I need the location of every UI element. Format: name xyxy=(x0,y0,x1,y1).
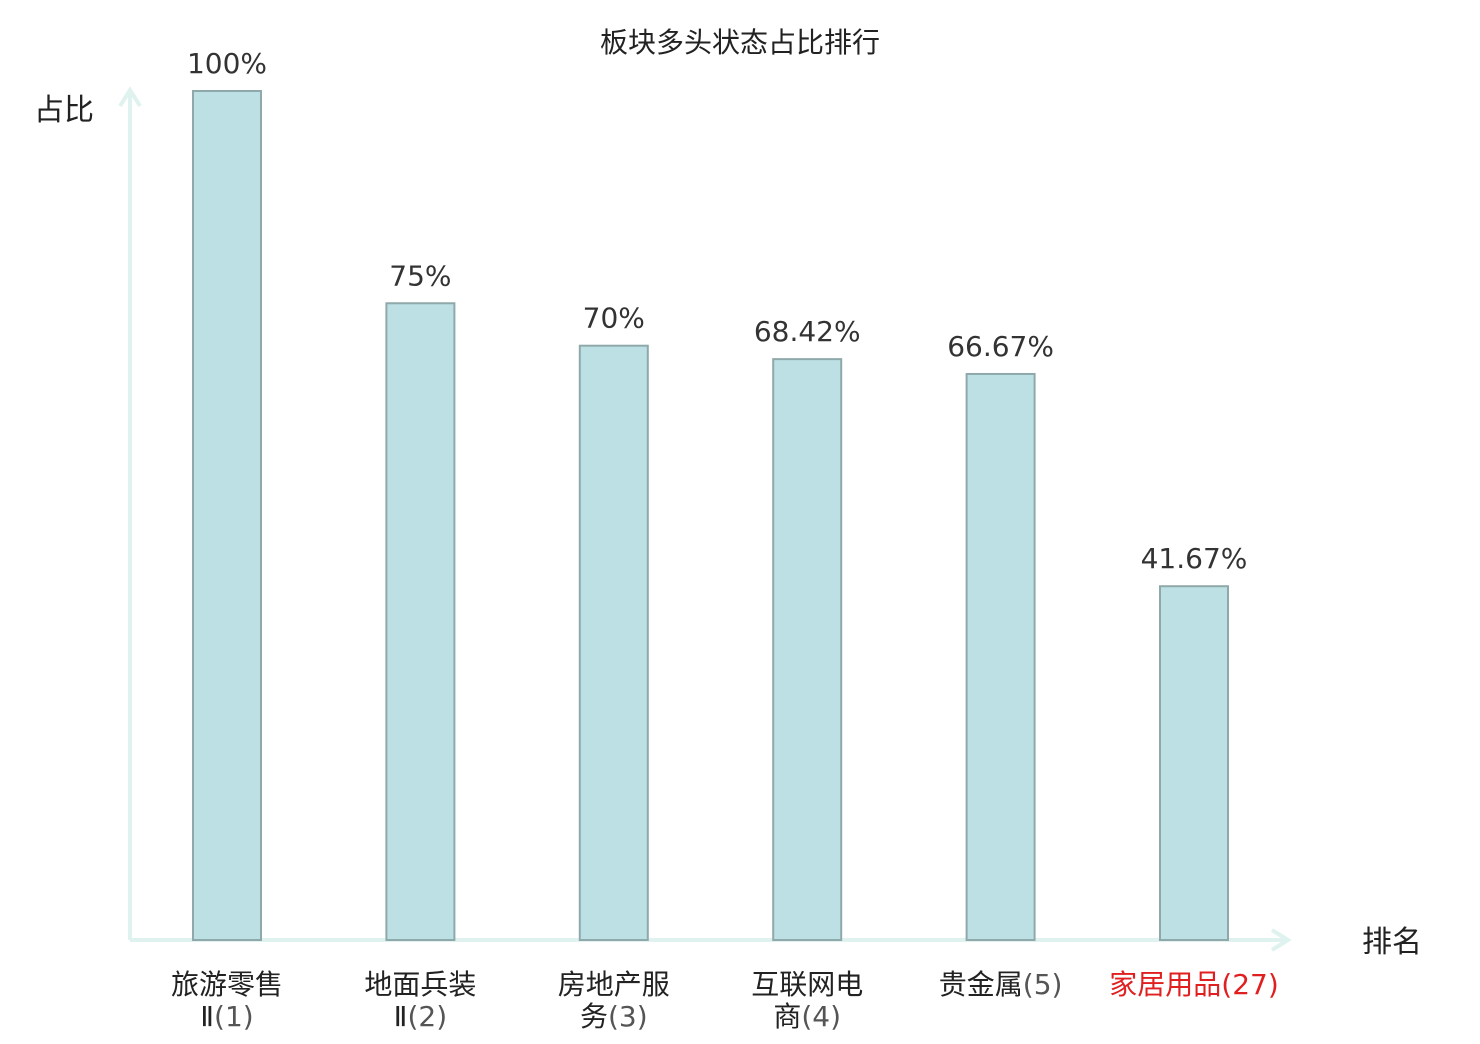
x-tick-label: 家居用品(27) xyxy=(1109,968,1279,1001)
x-tick-labels-group: 旅游零售 Ⅱ(1) 地面兵装 Ⅱ(2) 房地产服务(3) 互联网电商(4) 贵金属(5) 家居… xyxy=(171,968,1279,1033)
y-axis-label: 占比 xyxy=(34,93,94,128)
bar-value-label: 41.67% xyxy=(1141,542,1248,575)
bar-value-label: 68.42% xyxy=(754,315,861,348)
bars-group xyxy=(192,90,1229,942)
bar-value-label: 100% xyxy=(187,47,267,80)
chart-title: 板块多头状态占比排行 xyxy=(600,26,880,59)
bar xyxy=(578,344,649,941)
bar xyxy=(1159,585,1229,941)
bar xyxy=(965,372,1036,942)
x-axis-arrow-icon xyxy=(1270,928,1292,952)
bar-value-label: 75% xyxy=(389,259,451,292)
x-tick-label: 地面兵装 Ⅱ(2) xyxy=(364,968,476,1033)
bar xyxy=(772,358,843,941)
axes xyxy=(118,86,1292,952)
x-tick-label: 互联网电商(4) xyxy=(751,968,863,1033)
y-axis-arrow-icon xyxy=(118,86,142,108)
bar-value-label: 66.67% xyxy=(947,330,1054,363)
bar-value-label: 70% xyxy=(583,302,645,335)
x-tick-label: 房地产服务(3) xyxy=(558,968,670,1033)
x-tick-label: 旅游零售 Ⅱ(1) xyxy=(171,968,283,1033)
bar xyxy=(192,90,262,941)
x-axis-label: 排名 xyxy=(1362,925,1422,960)
x-tick-label: 贵金属(5) xyxy=(939,968,1063,1001)
bar xyxy=(385,302,456,941)
value-labels-group: 100% 75% 70% 68.42% 66.67% 41.67% xyxy=(187,47,1247,575)
